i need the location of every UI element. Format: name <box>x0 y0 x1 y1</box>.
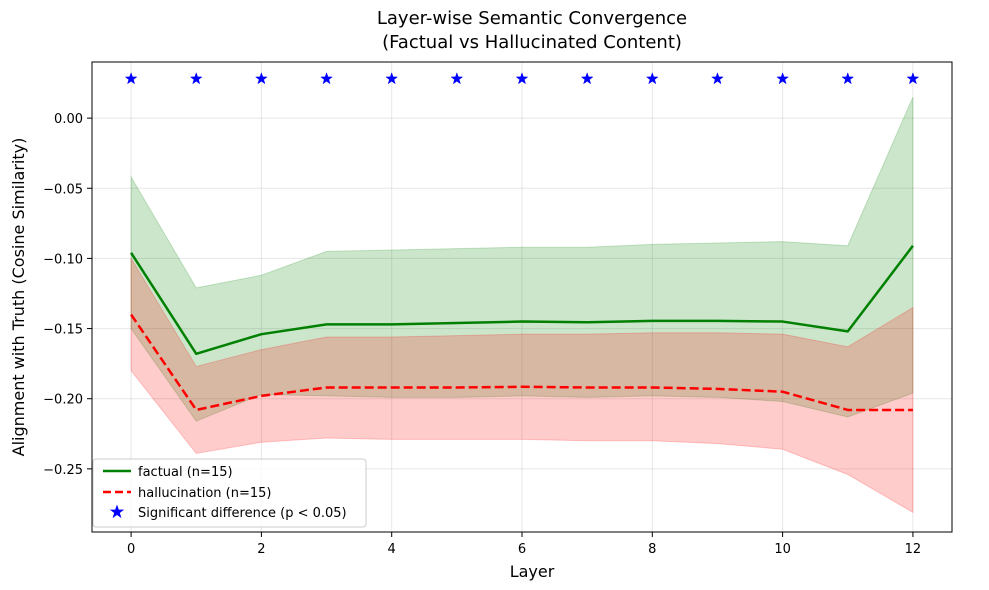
chart-subtitle: (Factual vs Hallucinated Content) <box>382 32 682 53</box>
significance-star-marker <box>841 72 855 85</box>
significance-star-marker <box>189 72 203 85</box>
series-lines <box>130 245 914 412</box>
series-line-hallucination <box>130 313 913 412</box>
significance-star-marker <box>711 72 724 85</box>
series-line-factual <box>130 245 914 356</box>
y-tick-label: −0.15 <box>43 323 83 338</box>
significance-star-marker <box>515 72 529 85</box>
legend-label-significance: Significant difference (p < 0.05) <box>138 506 347 521</box>
y-tick-label: −0.05 <box>43 182 83 197</box>
significance-markers <box>124 72 920 85</box>
legend-label-factual: factual (n=15) <box>138 465 233 480</box>
x-tick-label: 12 <box>905 542 922 557</box>
grid-lines <box>92 62 952 532</box>
y-tick-label: −0.10 <box>43 252 83 267</box>
y-tick-label: −0.25 <box>43 463 83 478</box>
legend: factual (n=15) hallucination (n=15) Sign… <box>92 458 367 528</box>
y-tick-label: 0.00 <box>54 112 83 127</box>
x-tick-label: 2 <box>257 542 265 557</box>
x-tick-label: 8 <box>648 542 656 557</box>
x-tick-label: 0 <box>127 542 135 557</box>
confidence-band-hallucination <box>130 256 914 514</box>
x-axis-ticks: 0 2 4 6 8 10 12 <box>127 532 921 557</box>
significance-star-marker <box>385 72 399 85</box>
confidence-bands <box>130 96 914 514</box>
confidence-band-factual <box>130 96 914 422</box>
x-axis-label: Layer <box>510 562 555 581</box>
y-tick-label: −0.20 <box>43 393 83 408</box>
significance-star-marker <box>450 72 464 85</box>
chart-title: Layer-wise Semantic Convergence <box>377 8 687 29</box>
legend-label-hallucination: hallucination (n=15) <box>138 486 272 501</box>
x-tick-label: 10 <box>774 542 791 557</box>
significance-star-marker <box>254 72 268 85</box>
y-axis-ticks: 0.00 −0.05 −0.10 −0.15 −0.20 −0.25 <box>43 112 92 478</box>
legend-box <box>92 458 367 528</box>
significance-star-marker <box>124 72 138 85</box>
x-tick-label: 4 <box>388 542 396 557</box>
significance-star-marker <box>320 72 333 85</box>
y-axis-label: Alignment with Truth (Cosine Similarity) <box>9 138 28 457</box>
significance-star-marker <box>580 72 594 85</box>
significance-star-marker <box>645 72 659 85</box>
legend-swatch-significance <box>109 504 125 519</box>
significance-star-marker <box>776 72 790 85</box>
significance-star-marker <box>906 72 920 85</box>
x-tick-label: 6 <box>518 542 526 557</box>
